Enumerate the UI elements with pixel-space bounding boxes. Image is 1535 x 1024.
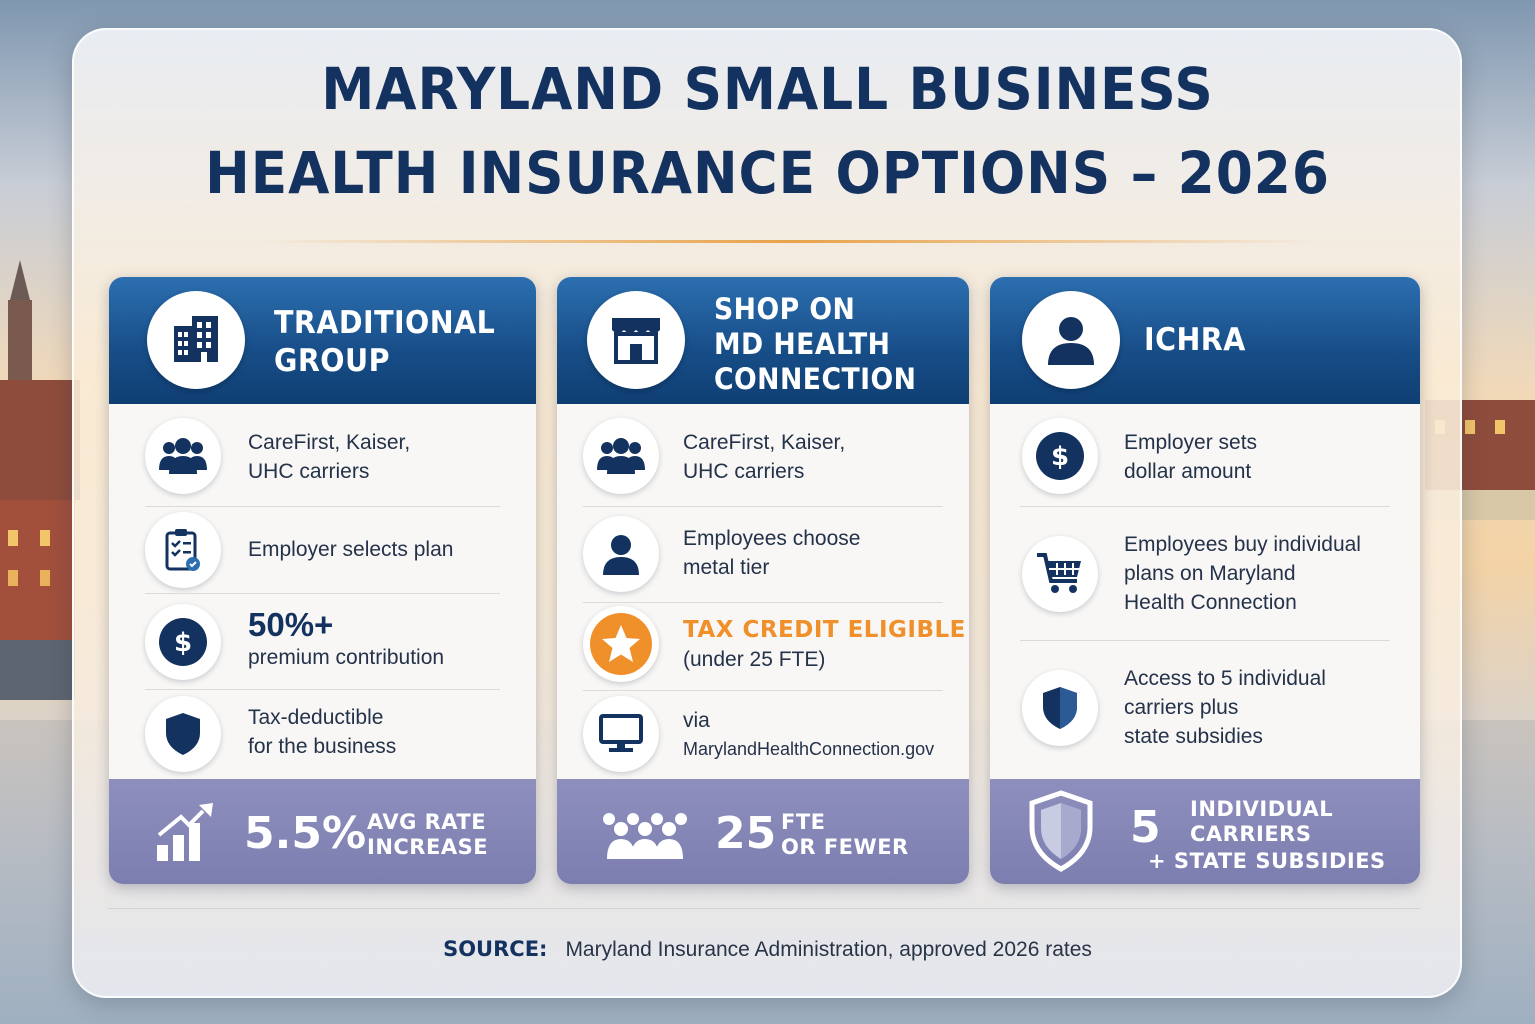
row-divider: [1020, 640, 1390, 641]
person-icon: [583, 516, 659, 592]
row-text: Access to 5 individual carriers plus state…: [1124, 667, 1326, 748]
list-item: CareFirst, Kaiser, UHC carriers: [109, 404, 536, 506]
row-text: Employees buy individual plans on Marylan…: [1124, 533, 1361, 614]
svg-text:$: $: [174, 628, 192, 658]
list-item: Employees buy individual plans on Marylan…: [990, 506, 1420, 640]
list-item: Employer selects plan: [109, 506, 536, 593]
state-subsidies-label: + STATE SUBSIDIES: [1148, 849, 1386, 873]
list-item: TAX CREDIT ELIGIBLE (under 25 FTE): [557, 602, 969, 690]
card-header: SHOP ON MD HEALTH CONNECTION: [557, 277, 969, 404]
page-title-line2: HEALTH INSURANCE OPTIONS – 2026: [205, 139, 1330, 207]
shield-icon: [1022, 670, 1098, 746]
title-divider: [260, 240, 1320, 243]
list-item: Employees choose metal tier: [557, 506, 969, 602]
row-divider: [583, 506, 943, 507]
list-item: $ 50%+ premium contribution: [109, 593, 536, 689]
avg-rate-value: 5.5%: [244, 808, 367, 859]
card-footer: 25 FTE OR FEWER: [557, 779, 969, 884]
list-item: Tax-deductible for the business: [109, 689, 536, 779]
row-text: CareFirst, Kaiser, UHC carriers: [248, 431, 411, 483]
carriers-label: INDIVIDUAL CARRIERS: [1190, 797, 1334, 846]
card-title: TRADITIONAL GROUP: [274, 305, 496, 379]
svg-text:$: $: [1051, 442, 1069, 472]
card-title: SHOP ON MD HEALTH CONNECTION: [714, 292, 917, 396]
row-divider: [1020, 506, 1390, 507]
monitor-icon: [583, 696, 659, 772]
star-icon: [583, 606, 659, 682]
source-divider: [108, 908, 1420, 909]
clipboard-check-icon: [145, 512, 221, 588]
shopping-cart-icon: [1022, 536, 1098, 612]
row-text: Employer sets dollar amount: [1124, 431, 1258, 483]
avg-rate-label: AVG RATE INCREASE: [367, 810, 489, 859]
row-divider: [145, 506, 500, 507]
row-text: Employer selects plan: [248, 538, 454, 561]
card-footer: 5 INDIVIDUAL CARRIERS + STATE SUBSIDIES: [990, 779, 1420, 884]
row-text: CareFirst, Kaiser, UHC carriers: [683, 431, 846, 483]
row-divider: [583, 690, 943, 691]
row-divider: [145, 593, 500, 594]
source-text: Maryland Insurance Administration, appro…: [565, 938, 1092, 961]
list-item: CareFirst, Kaiser, UHC carriers: [557, 404, 969, 506]
person-icon: [1022, 291, 1120, 389]
fte-label: FTE OR FEWER: [781, 810, 909, 859]
source-line: SOURCE: Maryland Insurance Administration…: [0, 937, 1535, 962]
people-group-icon: [583, 418, 659, 494]
row-text: 50%+ premium contribution: [248, 606, 445, 670]
website-link[interactable]: MarylandHealthConnection.gov: [683, 739, 935, 759]
list-item: via MarylandHealthConnection.gov: [557, 690, 969, 780]
contribution-value: 50%+: [248, 606, 334, 643]
card-header: ICHRA: [990, 277, 1420, 404]
card-traditional-group: TRADITIONAL GROUP CareFirst, Kaiser, UHC …: [109, 277, 536, 884]
card-shop-md-health-connection: SHOP ON MD HEALTH CONNECTION CareFirst, …: [557, 277, 969, 884]
storefront-icon: [587, 291, 685, 389]
row-divider: [145, 689, 500, 690]
row-text: Employees choose metal tier: [683, 527, 861, 579]
card-ichra: ICHRA $ Employer sets dollar amount Emplo…: [990, 277, 1420, 884]
shield-icon: [145, 696, 221, 772]
people-crowd-icon: [597, 809, 693, 864]
row-text: TAX CREDIT ELIGIBLE (under 25 FTE): [683, 617, 966, 671]
card-title: ICHRA: [1144, 322, 1246, 358]
list-item: $ Employer sets dollar amount: [990, 404, 1420, 506]
card-footer: 5.5% AVG RATE INCREASE: [109, 779, 536, 884]
people-group-icon: [145, 418, 221, 494]
dollar-icon: $: [145, 604, 221, 680]
row-text: via MarylandHealthConnection.gov: [683, 706, 934, 764]
bar-chart-up-icon: [155, 801, 215, 868]
row-text: Tax-deductible for the business: [248, 706, 397, 758]
town-skyline-left: [0, 260, 80, 700]
fte-value: 25: [715, 808, 777, 859]
page-title-line1: MARYLAND SMALL BUSINESS: [321, 55, 1214, 123]
shield-outline-icon: [1026, 789, 1096, 878]
carriers-value: 5: [1130, 802, 1161, 853]
list-item: Access to 5 individual carriers plus state…: [990, 640, 1420, 775]
building-icon: [147, 291, 245, 389]
dollar-icon: $: [1022, 418, 1098, 494]
card-header: TRADITIONAL GROUP: [109, 277, 536, 404]
row-divider: [583, 602, 943, 603]
tax-credit-highlight: TAX CREDIT ELIGIBLE: [683, 617, 966, 643]
source-label: SOURCE:: [443, 937, 548, 961]
